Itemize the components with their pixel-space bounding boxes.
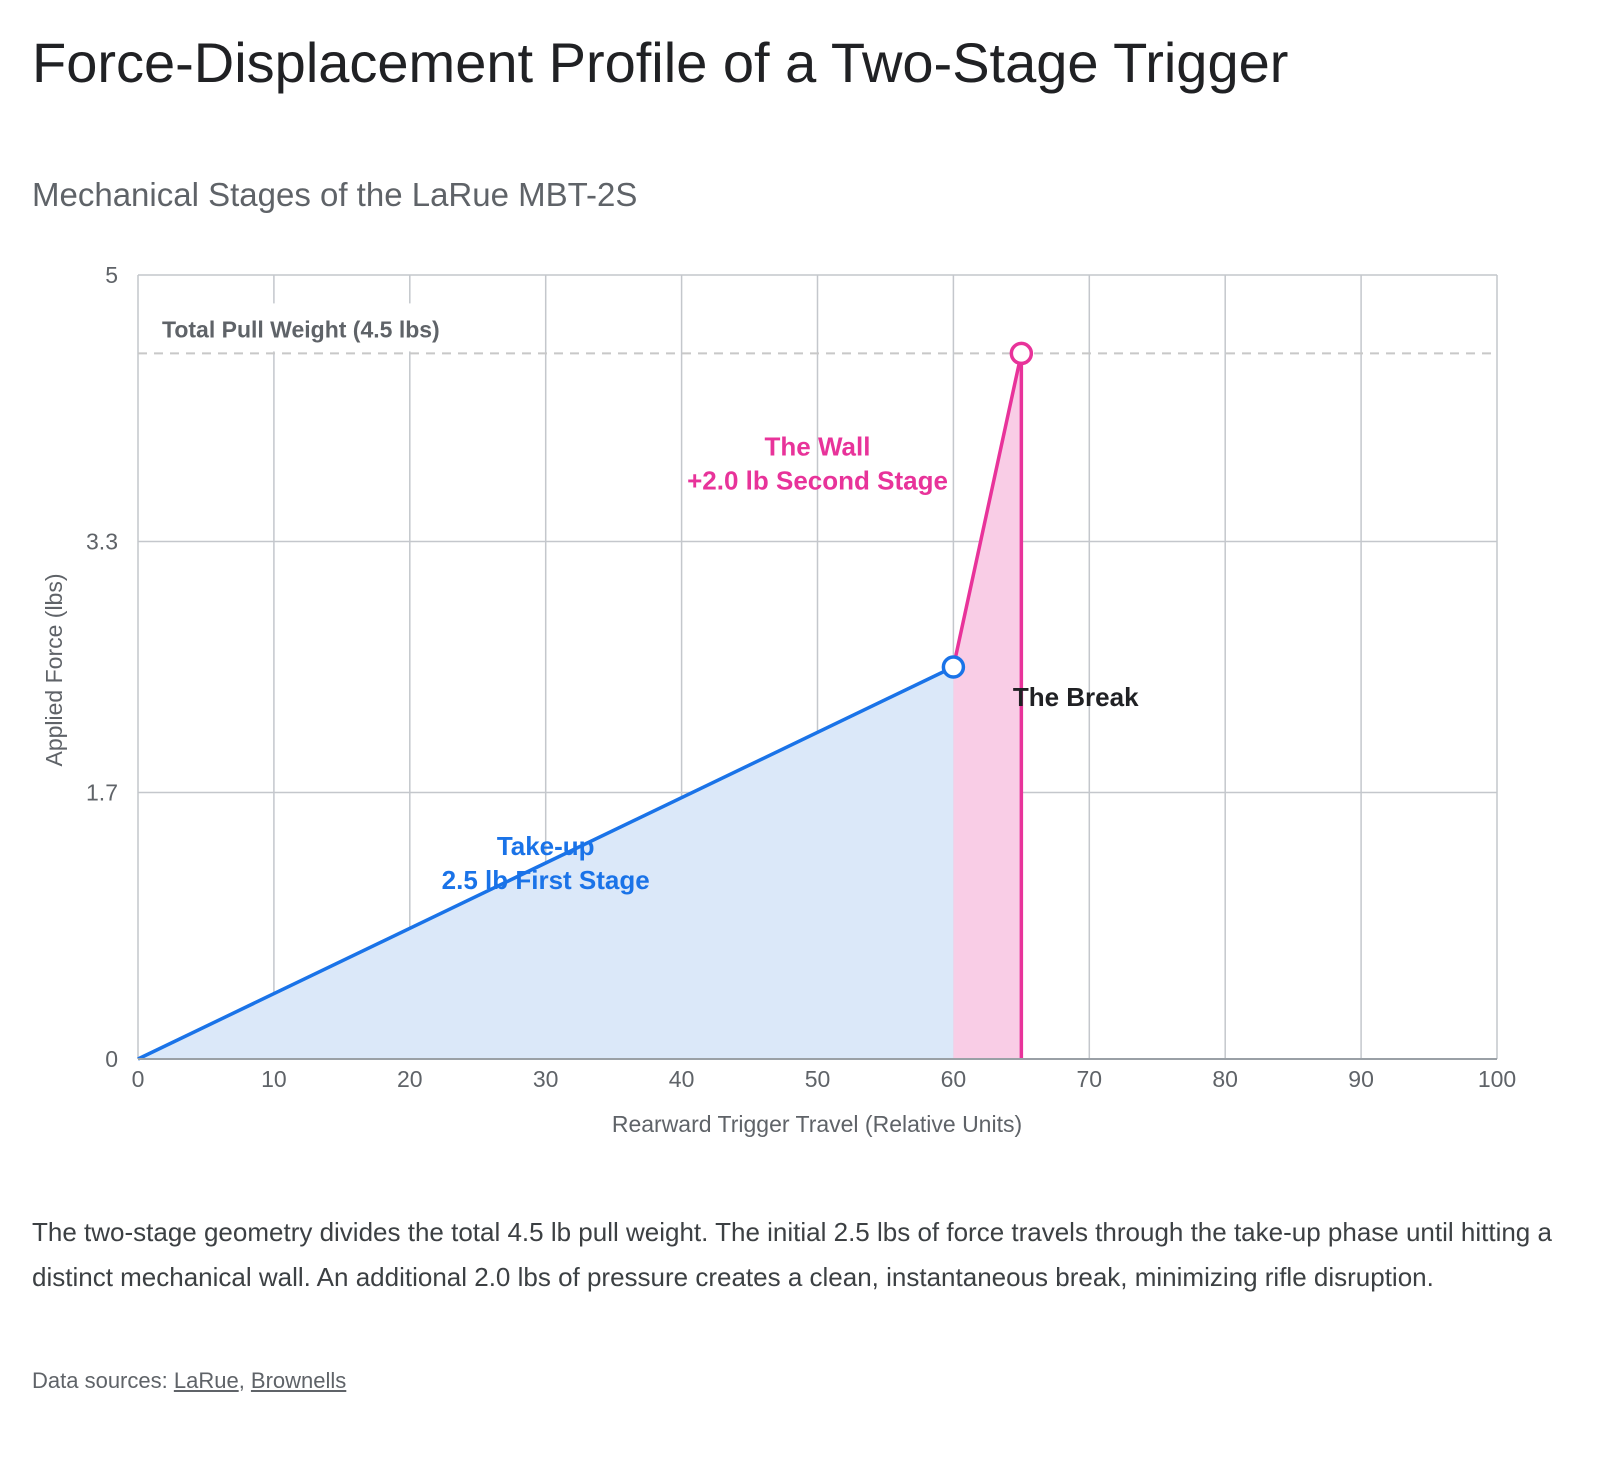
annotation-wall-line: +2.0 lb Second Stage [687,465,948,495]
chart-subtitle: Mechanical Stages of the LaRue MBT-2S [32,176,638,213]
y-tick-label: 5 [105,262,118,288]
x-tick-label: 80 [1212,1066,1238,1092]
x-tick-label: 0 [132,1066,145,1092]
x-axis-label: Rearward Trigger Travel (Relative Units) [612,1111,1022,1137]
stage-areas [138,353,1022,1059]
x-tick-label: 60 [941,1066,967,1092]
x-tick-label: 50 [805,1066,831,1092]
annotation-wall: The Wall +2.0 lb Second Stage [687,431,948,495]
y-tick-label: 1.7 [86,779,118,805]
x-tick-label: 30 [533,1066,559,1092]
annotation-wall-line: The Wall [765,431,871,461]
stage-end-marker-1 [941,655,966,679]
annotation-takeup-line: 2.5 lb First Stage [442,865,650,895]
chart-description: The two-stage geometry divides the total… [32,1217,1552,1292]
y-axis-label: Applied Force (lbs) [41,573,67,766]
x-tick-label: 100 [1478,1066,1516,1092]
series-line-1 [137,665,955,1061]
reference-label: Total Pull Weight (4.5 lbs) [162,316,440,342]
stage-end-marker-2 [1009,341,1034,366]
reference-label-background [140,303,470,352]
annotation-break-line: The Break [1013,682,1139,712]
y-tick-label: 3.3 [86,529,118,555]
series-line-2 [951,353,1024,668]
x-tick-label: 10 [261,1066,287,1092]
point-markers [941,341,1034,679]
axes: 0 10 20 30 40 50 60 70 80 90 100 0 1.7 3.3 5 [86,262,1516,1092]
source-link-brownells[interactable]: Brownells [250,1368,347,1393]
force-displacement-chart: Total Pull Weight (4.5 lbs) 0 10 20 30 40 50 6… [41,262,1516,1137]
x-tick-label: 90 [1348,1066,1374,1092]
y-tick-label: 0 [105,1046,118,1072]
annotation-break: The Break [1013,682,1139,712]
sources-prefix: Data sources: [32,1368,174,1393]
chart-title: Force-Displacement Profile of a Two-Stag… [32,31,1289,94]
source-link-larue[interactable]: LaRue [173,1368,239,1393]
annotation-takeup: Take-up 2.5 lb First Stage [442,831,650,895]
sources-separator: , [238,1368,251,1393]
x-tick-label: 70 [1077,1066,1103,1092]
x-tick-label: 20 [397,1066,423,1092]
x-tick-label: 40 [669,1066,695,1092]
annotation-takeup-line: Take-up [497,831,595,861]
data-sources: Data sources: LaRue, Brownells [32,1368,346,1394]
series-lines [137,353,1024,1061]
annotation-labels: The Wall +2.0 lb Second Stage Take-up 2.5 l… [442,431,1139,895]
reference-line-group: Total Pull Weight (4.5 lbs) [138,303,1497,355]
stage-area-2 [953,353,1022,1059]
